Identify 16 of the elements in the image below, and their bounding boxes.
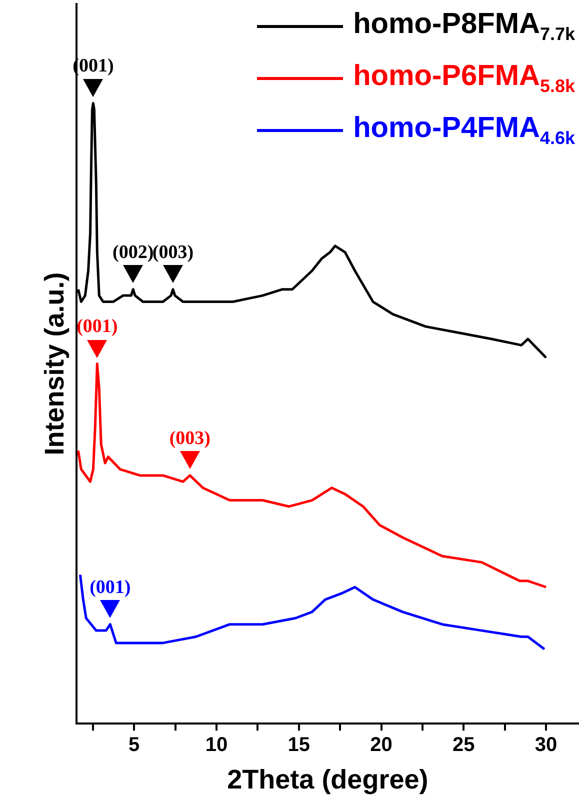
annotation: (001) [90, 576, 131, 598]
legend-label: homo-P4FMA$_{4.6k}$ [353, 112, 575, 148]
x-axis-title: 2Theta (degree) [227, 764, 428, 794]
annotation: (001) [76, 316, 118, 338]
x-tick-label: 10 [205, 734, 228, 756]
y-axis-title: Intensity (a.u.) [40, 272, 70, 456]
legend-label: homo-P6FMA$_{5.8k}$ [353, 60, 575, 96]
x-tick-label: 5 [128, 734, 140, 756]
legend-label: homo-P8FMA$_{7.7k}$ [353, 8, 575, 44]
annotation: (003) [152, 242, 194, 263]
x-tick-label: 25 [452, 734, 475, 756]
x-tick-label: 30 [534, 734, 558, 756]
x-tick-label: 15 [288, 734, 310, 756]
annotation: (003) [169, 428, 211, 449]
x-tick-label: 20 [370, 734, 392, 756]
annotation: (002) [112, 242, 154, 263]
